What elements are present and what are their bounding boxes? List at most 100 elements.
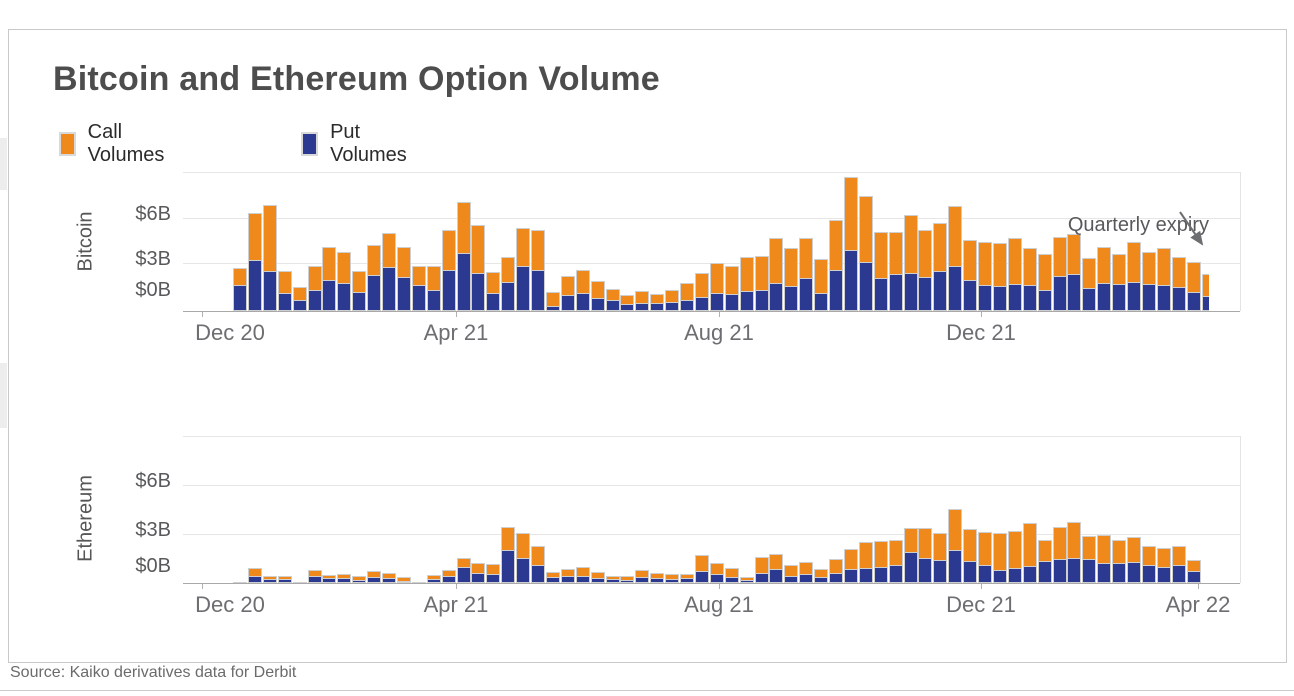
put-volume-bar[interactable] [591,578,605,583]
call-volume-bar[interactable] [755,557,769,574]
put-volume-bar[interactable] [814,293,828,311]
put-volume-bar[interactable] [859,262,873,311]
put-volume-bar[interactable] [665,302,679,311]
put-volume-bar[interactable] [412,582,426,583]
put-volume-bar[interactable] [516,558,530,583]
put-volume-bar[interactable] [620,580,634,583]
call-volume-bar[interactable] [993,243,1007,287]
call-volume-bar[interactable] [725,266,739,295]
call-volume-bar[interactable] [769,238,783,284]
put-volume-bar[interactable] [978,565,992,583]
put-volume-bar[interactable] [889,274,903,311]
put-volume-bar[interactable] [1008,568,1022,583]
put-volume-bar[interactable] [1172,287,1186,311]
put-volume-bar[interactable] [635,303,649,311]
put-volume-bar[interactable] [352,580,366,583]
call-volume-bar[interactable] [382,233,396,268]
call-volume-bar[interactable] [1202,274,1209,297]
put-volume-bar[interactable] [963,561,977,583]
put-volume-bar[interactable] [710,293,724,311]
put-volume-bar[interactable] [799,278,813,311]
call-volume-bar[interactable] [1142,546,1156,566]
put-volume-bar[interactable] [948,550,962,583]
call-volume-bar[interactable] [710,263,724,294]
call-volume-bar[interactable] [978,532,992,566]
call-volume-bar[interactable] [531,546,545,566]
call-volume-bar[interactable] [1023,523,1037,567]
put-volume-bar[interactable] [576,293,590,311]
put-volume-bar[interactable] [576,576,590,583]
call-volume-bar[interactable] [1082,258,1096,289]
put-volume-bar[interactable] [382,267,396,311]
call-volume-bar[interactable] [561,276,575,296]
put-volume-bar[interactable] [1053,559,1067,583]
put-volume-bar[interactable] [1187,571,1201,583]
call-volume-bar[interactable] [1038,540,1052,562]
put-volume-bar[interactable] [337,283,351,311]
put-volume-bar[interactable] [293,300,307,311]
call-volume-bar[interactable] [933,533,947,561]
call-volume-bar[interactable] [1008,531,1022,569]
call-volume-bar[interactable] [963,240,977,281]
call-volume-bar[interactable] [844,177,858,251]
put-volume-bar[interactable] [1112,284,1126,311]
put-volume-bar[interactable] [501,550,515,583]
put-volume-bar[interactable] [1023,285,1037,311]
call-volume-bar[interactable] [993,533,1007,571]
call-volume-bar[interactable] [352,271,366,293]
call-volume-bar[interactable] [859,196,873,263]
put-volume-bar[interactable] [516,266,530,311]
put-volume-bar[interactable] [546,577,560,583]
call-volume-bar[interactable] [874,232,888,279]
put-volume-bar[interactable] [695,297,709,311]
call-volume-bar[interactable] [486,272,500,294]
put-volume-bar[interactable] [397,277,411,311]
call-volume-bar[interactable] [576,270,590,294]
put-volume-bar[interactable] [993,286,1007,311]
put-volume-bar[interactable] [1157,285,1171,311]
call-volume-bar[interactable] [829,220,843,271]
call-volume-bar[interactable] [397,247,411,278]
put-volume-bar[interactable] [1097,563,1111,583]
put-volume-bar[interactable] [471,573,485,583]
call-volume-bar[interactable] [367,245,381,276]
put-volume-bar[interactable] [1097,283,1111,311]
call-volume-bar[interactable] [1157,548,1171,568]
put-volume-bar[interactable] [784,576,798,583]
call-volume-bar[interactable] [1127,242,1141,283]
put-volume-bar[interactable] [263,579,277,583]
call-volume-bar[interactable] [308,266,322,291]
call-volume-bar[interactable] [501,257,515,283]
call-volume-bar[interactable] [844,549,858,570]
call-volume-bar[interactable] [1097,247,1111,284]
put-volume-bar[interactable] [1038,290,1052,311]
put-volume-bar[interactable] [322,280,336,311]
put-volume-bar[interactable] [725,294,739,311]
put-volume-bar[interactable] [874,567,888,583]
put-volume-bar[interactable] [486,293,500,311]
put-volume-bar[interactable] [1187,292,1201,311]
put-volume-bar[interactable] [1023,566,1037,583]
call-volume-bar[interactable] [904,528,918,553]
put-volume-bar[interactable] [844,250,858,311]
put-volume-bar[interactable] [755,290,769,311]
put-volume-bar[interactable] [322,578,336,583]
put-volume-bar[interactable] [695,571,709,583]
put-volume-bar[interactable] [606,300,620,311]
put-volume-bar[interactable] [680,300,694,311]
call-volume-bar[interactable] [263,205,277,272]
call-volume-bar[interactable] [1172,257,1186,288]
call-volume-bar[interactable] [755,256,769,291]
call-volume-bar[interactable] [233,268,247,286]
call-volume-bar[interactable] [918,528,932,559]
call-volume-bar[interactable] [1142,252,1156,285]
put-volume-bar[interactable] [665,579,679,583]
call-volume-bar[interactable] [1053,527,1067,560]
call-volume-bar[interactable] [1082,536,1096,560]
call-volume-bar[interactable] [278,271,292,294]
put-volume-bar[interactable] [1172,565,1186,583]
put-volume-bar[interactable] [680,578,694,583]
put-volume-bar[interactable] [531,270,545,311]
call-volume-bar[interactable] [546,292,560,307]
put-volume-bar[interactable] [933,560,947,583]
